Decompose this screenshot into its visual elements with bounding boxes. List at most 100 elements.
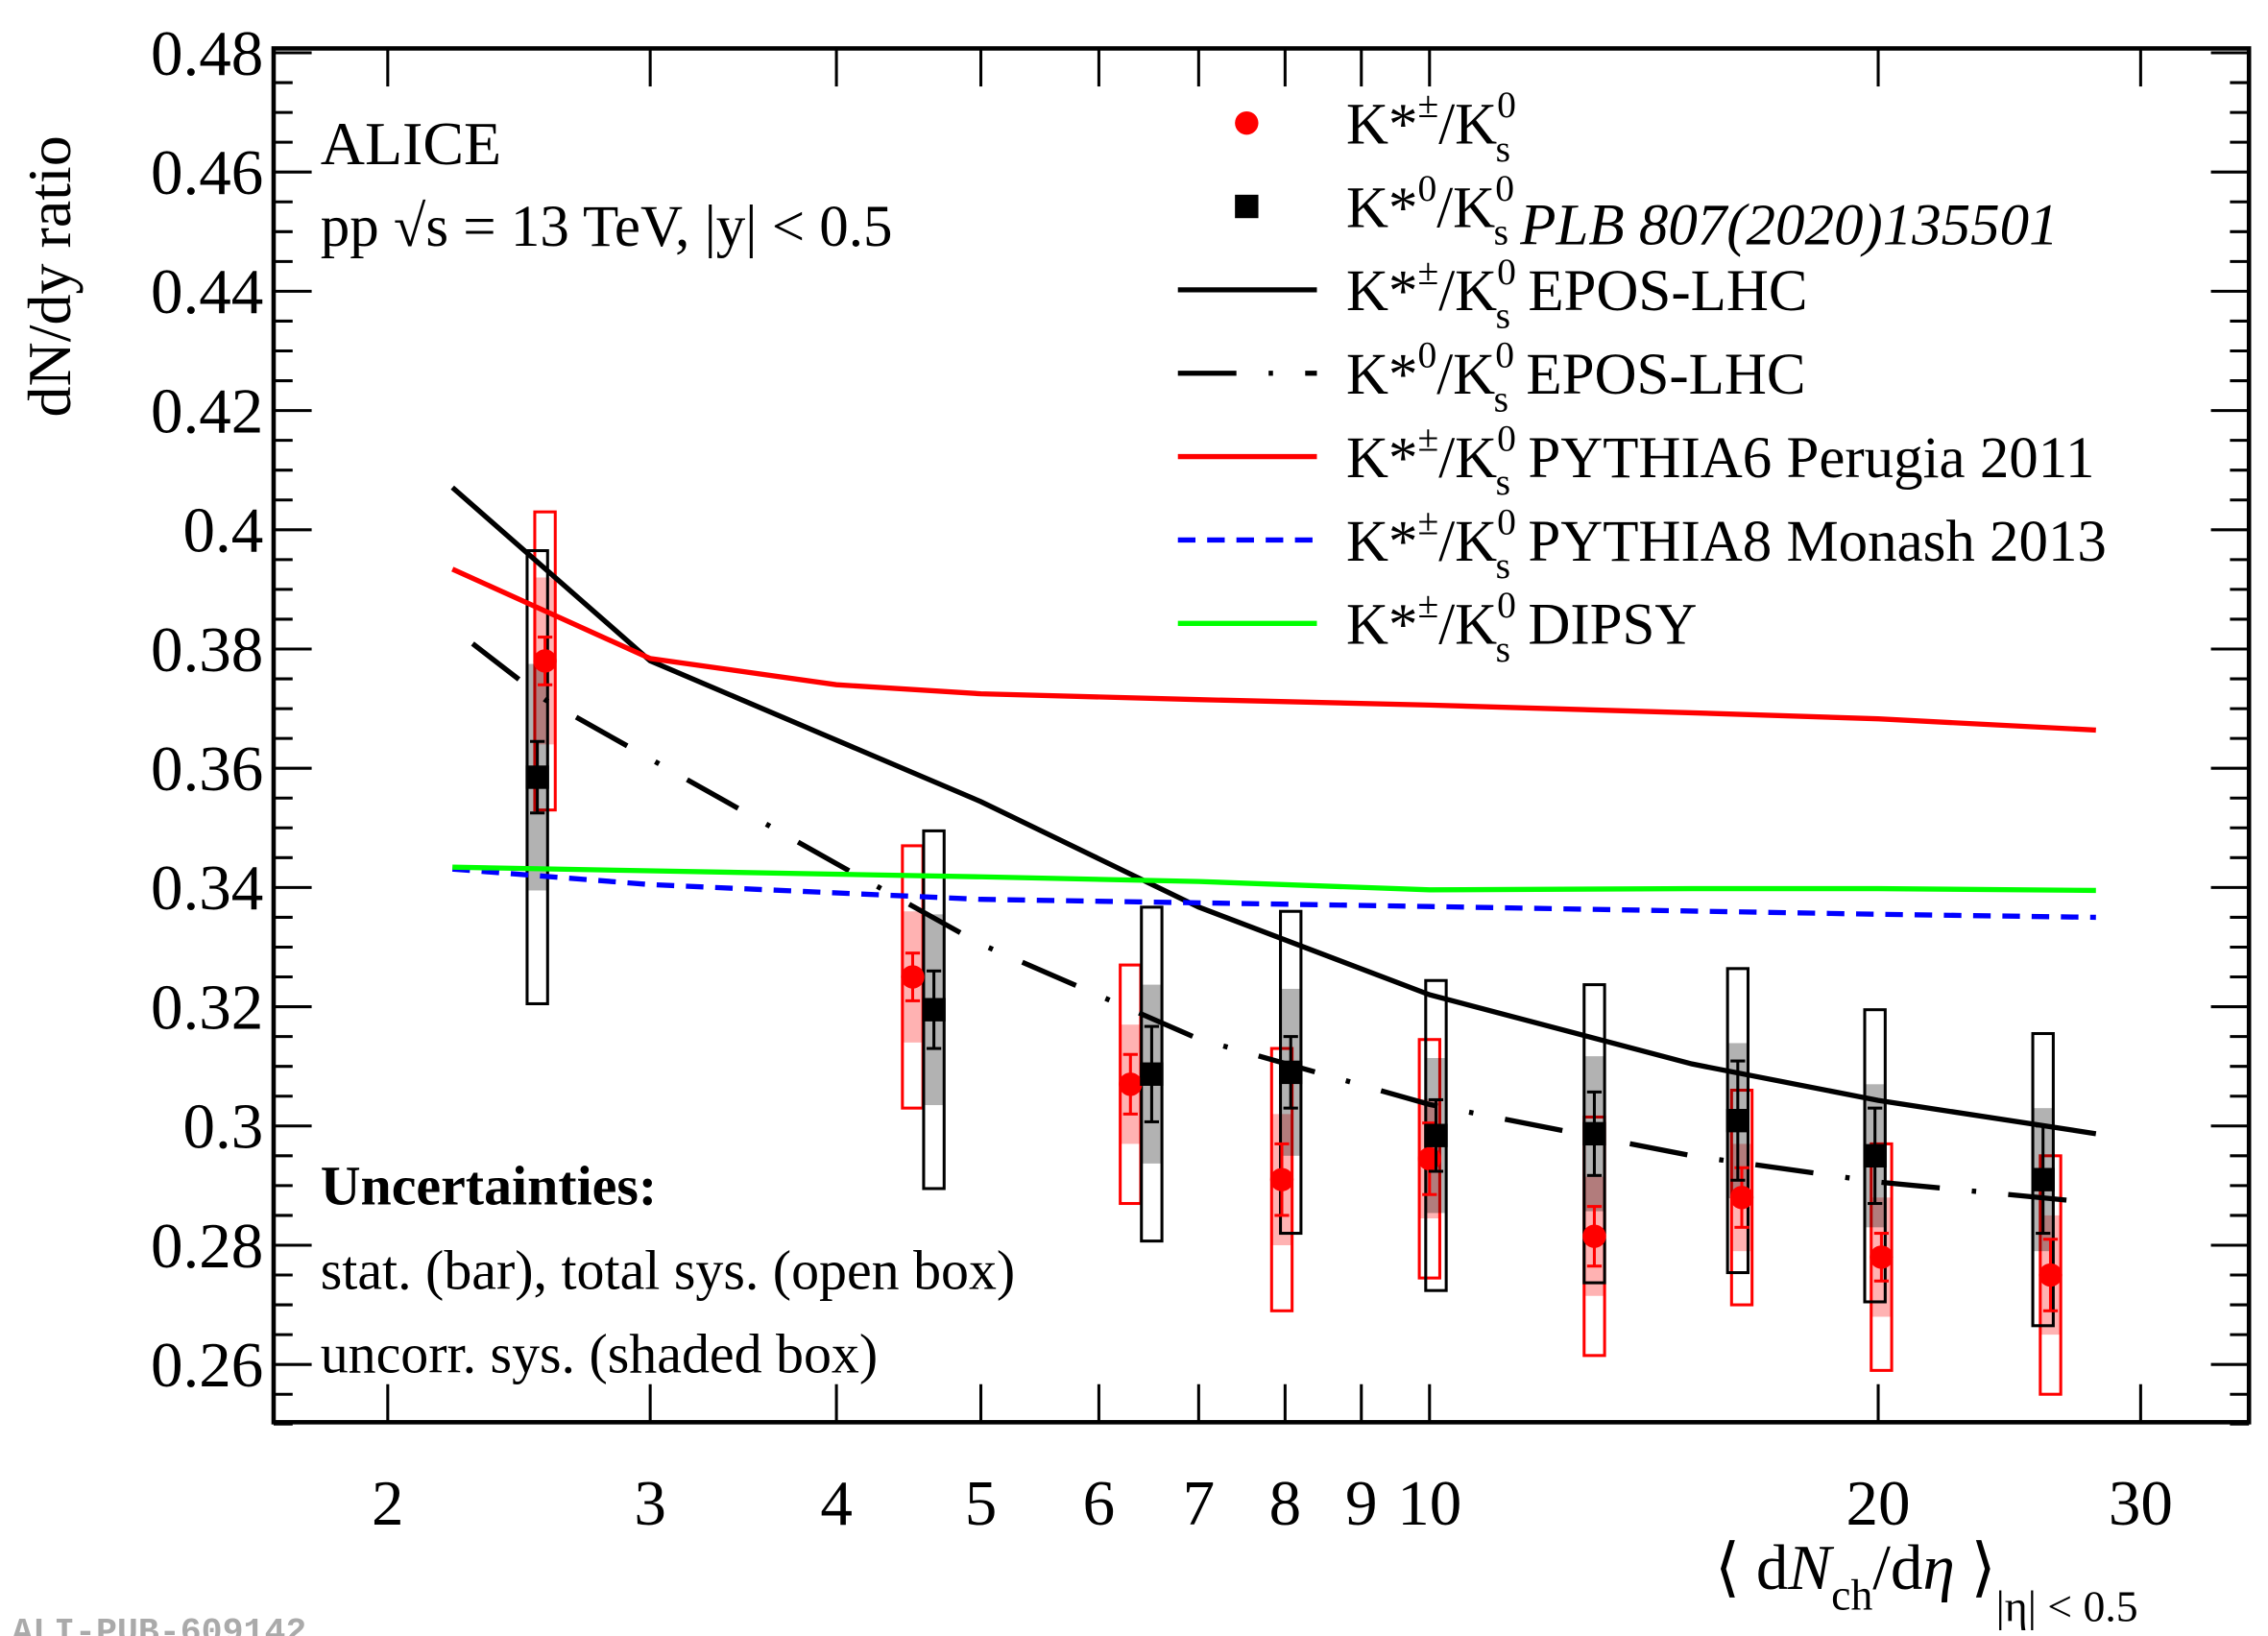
data-point-kstar-neutral xyxy=(1725,1108,1750,1133)
x-label-n: N xyxy=(1787,1531,1834,1603)
model-curve-k-k0s-dipsy xyxy=(452,864,2096,894)
x-label-eta: η xyxy=(1922,1531,1954,1603)
y-tick-label: 0.42 xyxy=(151,374,263,446)
legend-text-part: K* xyxy=(1346,593,1417,658)
y-tick-label: 0.28 xyxy=(151,1210,263,1282)
plot-frame xyxy=(271,46,2252,1425)
legend-text-part: 0 xyxy=(1497,500,1516,542)
legend-description: EPOS-LHC xyxy=(1526,343,1805,407)
x-tick-label: 7 xyxy=(1183,1467,1216,1539)
legend-text-part: s xyxy=(1496,128,1510,170)
data-point-kstar-neutral xyxy=(525,765,549,789)
legend-text-part: K* xyxy=(1346,259,1417,324)
data-point-kstar-neutral xyxy=(1279,1060,1303,1085)
x-tick-label: 2 xyxy=(372,1467,404,1539)
data-point-kstar-neutral xyxy=(1424,1123,1448,1147)
data-point-kstar-charged xyxy=(1870,1245,1894,1269)
y-tick-label: 0.38 xyxy=(151,614,263,686)
legend-text-part: s xyxy=(1494,377,1508,420)
legend-text-part: /K xyxy=(1438,593,1497,658)
legend-text-part: K* xyxy=(1346,343,1417,407)
legend-text-part: s xyxy=(1496,628,1510,670)
y-tick-label: 0.46 xyxy=(151,136,263,208)
legend-text-part: /K xyxy=(1438,510,1497,574)
data-points xyxy=(525,636,2063,1312)
legend-text-part: s xyxy=(1496,544,1510,587)
y-tick-label: 0.4 xyxy=(182,494,263,566)
legend-text-part: ± xyxy=(1417,500,1438,542)
legend-text-part: /K xyxy=(1436,176,1495,240)
x-tick-label: 8 xyxy=(1269,1467,1302,1539)
legend-text-part: /K xyxy=(1438,426,1497,491)
x-label-mid: /d xyxy=(1872,1531,1922,1603)
x-tick-label: 4 xyxy=(820,1467,853,1539)
uncertainties-line2: uncorr. sys. (shaded box) xyxy=(321,1323,878,1385)
model-curve-k-k0s-pythia6-perugia-2011 xyxy=(451,566,2096,734)
legend-text-part: 0 xyxy=(1497,418,1516,460)
model-curve-k-k0s-pythia8-monash-2013 xyxy=(451,866,2096,921)
legend-text-part: /K xyxy=(1436,343,1495,407)
uncertainties-line1: stat. (bar), total sys. (open box) xyxy=(321,1239,1015,1302)
axes: 0.26 0.28 0.3 0.32 0.34 0.36 0.38 0.4 0.42 0.44 0.… xyxy=(151,17,2250,1539)
legend-text-part: /K xyxy=(1438,259,1497,324)
legend-text-part: K* xyxy=(1346,426,1417,491)
x-axis-label: ⟨ dNch/dη ⟩|η| < 0.5 xyxy=(1715,1531,2138,1631)
system-label: pp √s = 13 TeV, |y| < 0.5 xyxy=(321,195,893,259)
data-point-kstar-charged xyxy=(1269,1167,1294,1191)
data-point-kstar-charged xyxy=(1582,1224,1606,1248)
uncertainties-title: Uncertainties: xyxy=(321,1154,657,1216)
model-curve-k-k0s-epos-lhc xyxy=(450,485,2097,1137)
legend-text-part: ± xyxy=(1417,418,1438,460)
x-label-sub: ch xyxy=(1831,1570,1872,1619)
x-label-close: ⟩ xyxy=(1955,1531,1996,1603)
legend-text-part: /K xyxy=(1438,92,1497,156)
legend-text-part: 0 xyxy=(1497,584,1516,626)
legend-text-part: 0 xyxy=(1497,251,1516,293)
data-point-kstar-charged xyxy=(1119,1072,1143,1096)
legend-text-part: 0 xyxy=(1417,167,1436,209)
data-point-kstar-charged xyxy=(901,965,925,989)
data-point-kstar-charged xyxy=(2039,1263,2063,1287)
data-point-kstar-charged xyxy=(533,649,557,673)
legend-text-part: ± xyxy=(1417,84,1438,126)
y-tick-label: 0.36 xyxy=(151,733,263,805)
data-point-kstar-neutral xyxy=(1140,1062,1164,1086)
y-tick-label: 0.26 xyxy=(151,1329,263,1401)
legend-text-part: K* xyxy=(1346,92,1417,156)
legend-description: PYTHIA8 Monash 2013 xyxy=(1528,510,2107,574)
data-point-kstar-charged xyxy=(1417,1146,1441,1171)
legend-label: K*±/K0 s PYTHIA6 Perugia 2011 xyxy=(1346,418,2094,504)
legend-description: PYTHIA6 Perugia 2011 xyxy=(1528,426,2094,491)
legend-text-part: ± xyxy=(1417,251,1438,293)
legend-text-part: 0 xyxy=(1417,334,1436,376)
legend-label: K*0/K0 s EPOS-LHC xyxy=(1346,334,1806,421)
legend-description: EPOS-LHC xyxy=(1528,259,1807,324)
y-tick-label: 0.34 xyxy=(151,852,263,924)
x-tick-label: 20 xyxy=(1846,1467,1911,1539)
data-point-kstar-neutral xyxy=(1863,1143,1887,1168)
x-tick-label: 5 xyxy=(965,1467,998,1539)
y-tick-label: 0.3 xyxy=(182,1091,263,1163)
data-point-kstar-neutral xyxy=(1582,1121,1606,1146)
legend-text-part: 0 xyxy=(1495,334,1514,376)
data-point-kstar-neutral xyxy=(922,998,946,1022)
legend-reference: PLB 807(2020)135501 xyxy=(1519,194,2058,258)
x-tick-label: 30 xyxy=(2109,1467,2173,1539)
legend-description: DIPSY xyxy=(1528,593,1697,658)
legend-label: K*±/K0 s EPOS-LHC xyxy=(1346,251,1808,337)
y-axis-label: dN/dy ratio xyxy=(15,135,84,417)
legend-text-part: s xyxy=(1496,461,1510,503)
data-point-kstar-charged xyxy=(1729,1186,1754,1210)
legend-label: K*0/K0 s PLB 807(2020)135501 xyxy=(1346,167,2059,258)
footer-id: ALI-PUB-609142 xyxy=(12,1613,306,1636)
y-tick-label: 0.48 xyxy=(151,17,263,89)
x-label-range: |η| < 0.5 xyxy=(1996,1582,2138,1631)
x-tick-label: 3 xyxy=(634,1467,666,1539)
legend-marker-circle xyxy=(1235,110,1259,135)
legend-text-part: ± xyxy=(1417,584,1438,626)
legend-text-part: 0 xyxy=(1495,167,1514,209)
model-curves xyxy=(450,485,2097,1206)
x-tick-label: 9 xyxy=(1345,1467,1378,1539)
